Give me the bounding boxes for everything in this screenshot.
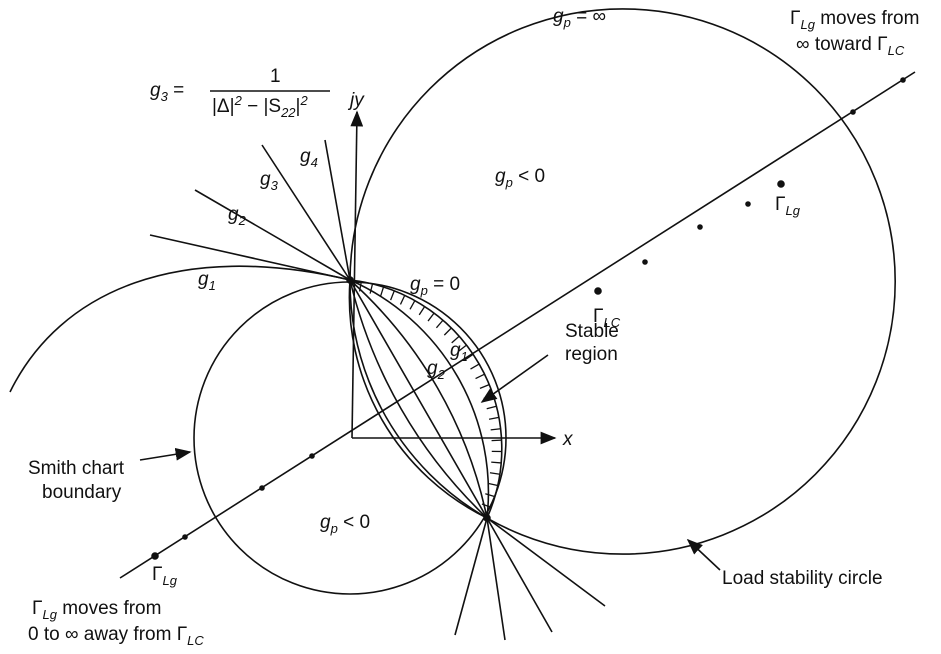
- label: g1: [198, 269, 216, 293]
- hatch: [409, 300, 416, 310]
- hatch: [435, 319, 444, 329]
- label: region: [565, 344, 618, 365]
- tick-dot: [697, 224, 703, 230]
- hatch: [389, 290, 395, 301]
- label: ΓLg: [152, 564, 178, 588]
- tick-dot: [745, 201, 751, 207]
- label: gp < 0: [495, 166, 545, 190]
- gain-arc: [349, 279, 503, 519]
- hatch: [491, 461, 502, 464]
- hatch: [490, 428, 501, 431]
- label: x: [562, 429, 574, 450]
- label: ∞ toward ΓLC: [796, 34, 905, 58]
- hatch: [451, 335, 460, 344]
- label: gp = ∞: [553, 6, 606, 30]
- tick-dot: [850, 109, 856, 115]
- hatch: [369, 283, 374, 294]
- label: boundary: [42, 482, 122, 503]
- label: g1: [450, 340, 468, 364]
- label: Stable: [565, 321, 619, 342]
- g2-line: [194, 189, 351, 281]
- label: gp < 0: [320, 512, 370, 536]
- leader-arrow: [480, 354, 549, 403]
- hatch: [470, 363, 480, 370]
- label: Load stability circle: [722, 568, 883, 589]
- gain-arc: [349, 279, 488, 519]
- gain-arc: [349, 279, 488, 519]
- hatch: [475, 373, 485, 380]
- hatch: [486, 405, 497, 410]
- shapes: [9, 8, 916, 641]
- label: |Δ|2 − |S22|2: [212, 93, 308, 120]
- hatch: [427, 312, 435, 322]
- lower-line: [486, 517, 553, 633]
- tick-dot: [642, 259, 648, 265]
- tick-dot: [182, 534, 188, 540]
- label: 1: [270, 66, 281, 87]
- hatch: [491, 439, 502, 442]
- gain-arc: [348, 279, 488, 519]
- lower-line: [486, 517, 506, 641]
- label: g2: [427, 358, 446, 382]
- tick-dot: [259, 485, 265, 491]
- gamma-line: [119, 71, 916, 579]
- g3-line: [261, 144, 351, 281]
- label: ΓLg: [775, 194, 801, 218]
- label: ΓLg moves from: [32, 598, 161, 622]
- hatch: [479, 383, 490, 389]
- gain-arc: [349, 279, 490, 519]
- g2-line-outer: [149, 234, 351, 281]
- point: [594, 287, 602, 295]
- g4-line: [324, 139, 351, 281]
- label: g2: [228, 204, 247, 228]
- hatch: [489, 472, 500, 475]
- hatch: [418, 306, 426, 316]
- label: g3: [260, 169, 279, 193]
- hatch: [399, 295, 406, 305]
- label: 0 to ∞ away from ΓLC: [28, 624, 204, 648]
- point: [151, 552, 159, 560]
- label: jy: [347, 90, 365, 111]
- hatch: [379, 286, 385, 297]
- g1-curve: [9, 265, 351, 393]
- lower-line: [486, 517, 606, 607]
- point: [777, 180, 785, 188]
- hatch: [458, 344, 467, 352]
- labels: gp = ∞ ΓLg moves from ∞ toward ΓLC g3 = …: [28, 6, 919, 648]
- hatch: [488, 416, 499, 420]
- hatch: [485, 493, 496, 498]
- label: gp = 0: [410, 274, 460, 298]
- y-axis: [350, 110, 364, 439]
- label: ΓLC: [593, 306, 621, 330]
- lower-line: [454, 517, 488, 636]
- tick-dot: [900, 77, 906, 83]
- leader-arrow: [686, 538, 721, 571]
- hatch: [481, 503, 492, 509]
- tick-dot: [309, 453, 315, 459]
- hatch: [464, 353, 474, 361]
- label: g3 =: [150, 80, 184, 104]
- hatch: [487, 482, 498, 487]
- leader-arrow: [139, 447, 192, 461]
- hatch: [443, 327, 452, 336]
- label: g4: [300, 146, 318, 170]
- hatch: [358, 281, 362, 292]
- label: Smith chart: [28, 458, 125, 479]
- gain-arc: [349, 279, 488, 519]
- hatch: [483, 394, 494, 400]
- label: ΓLg moves from: [790, 8, 919, 32]
